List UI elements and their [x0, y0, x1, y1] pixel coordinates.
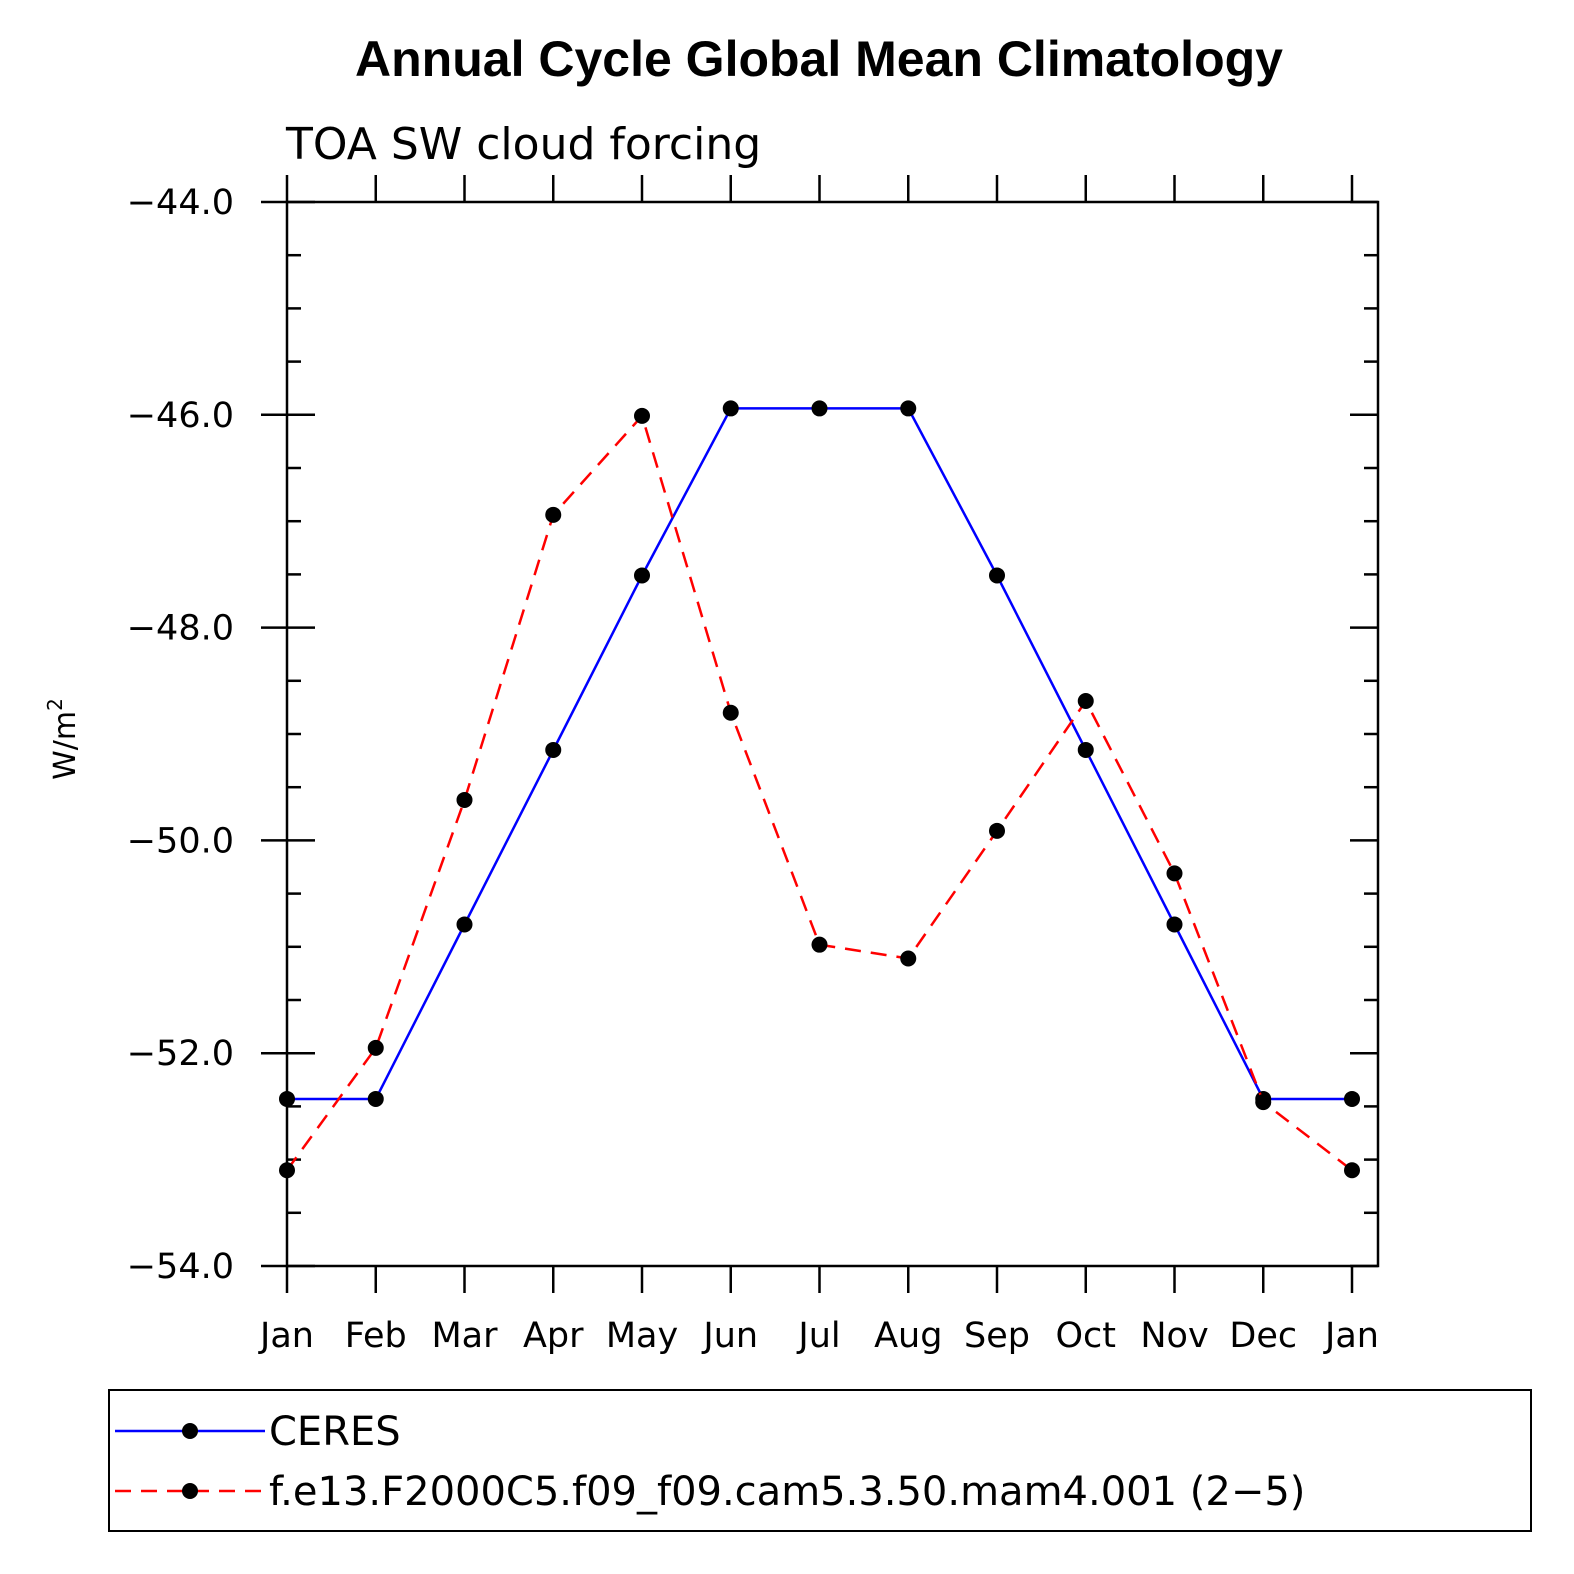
data-point-ceres	[900, 400, 917, 417]
chart-subtitle: TOA SW cloud forcing	[285, 119, 761, 170]
plot-frame	[285, 200, 1380, 1268]
data-point-ceres	[722, 400, 739, 417]
x-tick-label: Jul	[796, 1316, 840, 1356]
data-point-ceres	[545, 741, 562, 758]
x-tick-label: Dec	[1229, 1316, 1297, 1356]
y-tick-label: −54.0	[127, 1247, 234, 1287]
data-point-model	[989, 822, 1005, 839]
data-point-ceres	[989, 567, 1005, 584]
data-point-model	[1344, 1162, 1360, 1179]
data-point-model	[545, 506, 562, 523]
data-point-ceres	[1344, 1090, 1360, 1107]
x-tick-label: Nov	[1140, 1316, 1208, 1356]
y-tick-label: −46.0	[127, 396, 234, 436]
series-line-ceres	[287, 407, 1352, 1101]
legend-label-model: f.e13.F2000C5.f09_f09.cam5.3.50.mam4.001…	[269, 1469, 1305, 1515]
data-point-ceres	[634, 567, 650, 584]
data-point-model	[900, 950, 917, 967]
x-tick-label: Oct	[1055, 1316, 1116, 1356]
y-axis-label-base: W/m	[48, 711, 83, 780]
data-point-model	[1166, 865, 1183, 882]
y-tick-label: −50.0	[127, 821, 234, 861]
legend-box	[108, 1389, 1532, 1532]
series-line-model	[285, 413, 1353, 1172]
legend: CERES f.e13.F2000C5.f09_f09.cam5.3.50.ma…	[108, 1389, 1532, 1532]
data-point-model	[722, 704, 739, 721]
data-point-model	[811, 936, 828, 953]
x-tick-label: Sep	[964, 1316, 1030, 1356]
data-point-model	[279, 1162, 295, 1179]
x-tick-label: Jun	[701, 1316, 758, 1356]
x-tick-label: Aug	[874, 1316, 942, 1356]
x-tick-label: Feb	[345, 1316, 407, 1356]
y-tick-label: −44.0	[127, 183, 234, 223]
y-tick-label: −48.0	[127, 609, 234, 649]
legend-label-ceres: CERES	[269, 1409, 401, 1455]
data-point-model	[1255, 1094, 1272, 1111]
y-axis-label: W/m2	[43, 698, 83, 780]
data-point-ceres	[811, 400, 828, 417]
x-tick-label: Jan	[1323, 1316, 1379, 1356]
data-point-ceres	[279, 1090, 295, 1107]
axes: −44.0 −46.0 −48.0 −50.0 −52.0 −54.0 Jan Feb Mar A…	[127, 175, 1380, 1356]
data-point-model	[634, 407, 650, 424]
data-point-model	[1077, 693, 1094, 710]
y-tick-label: −52.0	[127, 1034, 234, 1074]
data-point-model	[367, 1039, 384, 1056]
data-point-model	[456, 791, 473, 808]
data-point-ceres	[367, 1090, 384, 1107]
data-point-ceres	[1077, 741, 1094, 758]
data-point-ceres	[1166, 916, 1183, 933]
x-tick-label: Apr	[523, 1316, 584, 1356]
y-axis-label-superscript: 2	[43, 698, 67, 711]
data-point-ceres	[456, 916, 473, 933]
x-tick-label: Mar	[431, 1316, 498, 1356]
legend-marker-ceres	[182, 1423, 198, 1439]
series-layer	[279, 400, 1360, 1179]
x-tick-label: May	[606, 1316, 678, 1356]
x-tick-label: Jan	[258, 1316, 314, 1356]
chart-title: Annual Cycle Global Mean Climatology	[355, 31, 1283, 87]
legend-marker-model	[182, 1483, 198, 1499]
